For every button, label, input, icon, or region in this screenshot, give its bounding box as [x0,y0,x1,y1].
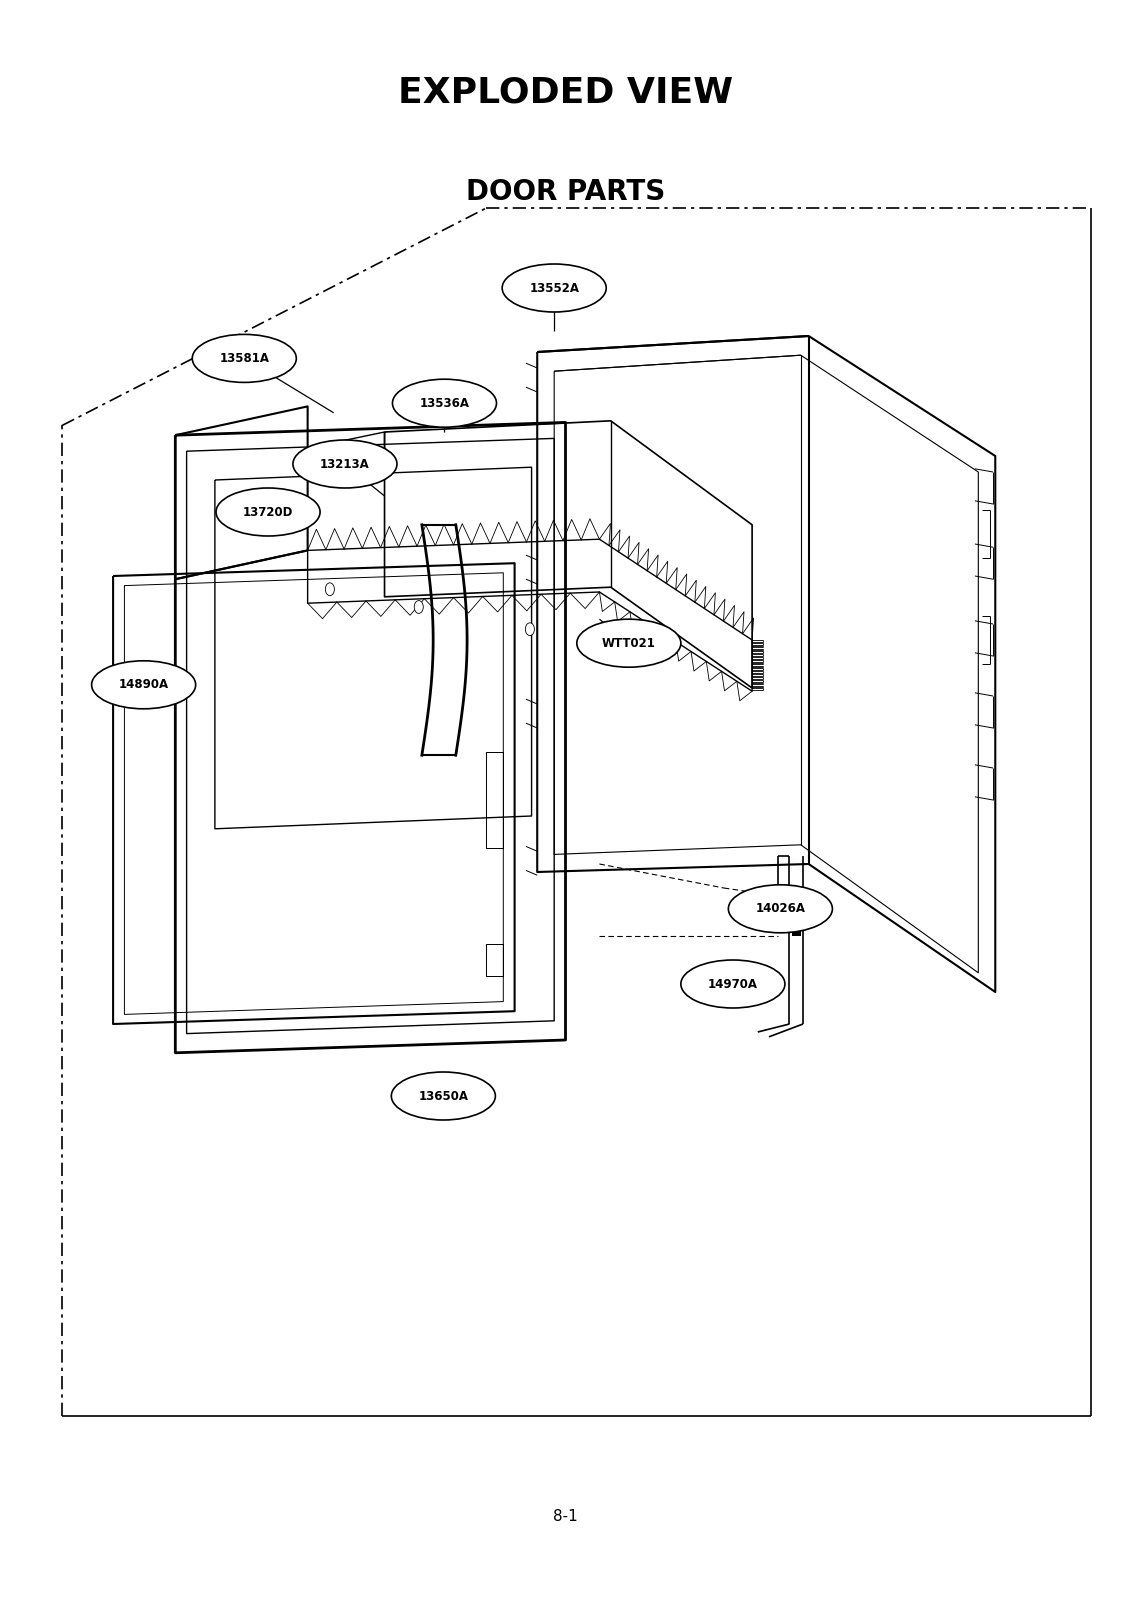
Ellipse shape [681,960,785,1008]
Ellipse shape [293,440,397,488]
Text: 13581A: 13581A [219,352,269,365]
Text: 14970A: 14970A [708,978,758,990]
Ellipse shape [728,885,832,933]
Ellipse shape [192,334,296,382]
Text: 14890A: 14890A [119,678,169,691]
Text: 13650A: 13650A [418,1090,468,1102]
Text: 14026A: 14026A [756,902,805,915]
Ellipse shape [392,379,497,427]
Text: 8-1: 8-1 [553,1509,578,1525]
Text: 13213A: 13213A [320,458,370,470]
Ellipse shape [502,264,606,312]
Bar [792,901,801,936]
Circle shape [326,582,335,595]
Text: WTT021: WTT021 [602,637,656,650]
Text: 13720D: 13720D [243,506,293,518]
Text: 13552A: 13552A [529,282,579,294]
Text: EXPLODED VIEW: EXPLODED VIEW [398,75,733,110]
Text: DOOR PARTS: DOOR PARTS [466,178,665,206]
Circle shape [637,645,646,658]
Circle shape [525,622,535,635]
Ellipse shape [216,488,320,536]
Ellipse shape [391,1072,495,1120]
Circle shape [414,600,423,613]
Ellipse shape [577,619,681,667]
Ellipse shape [92,661,196,709]
Text: 13536A: 13536A [420,397,469,410]
